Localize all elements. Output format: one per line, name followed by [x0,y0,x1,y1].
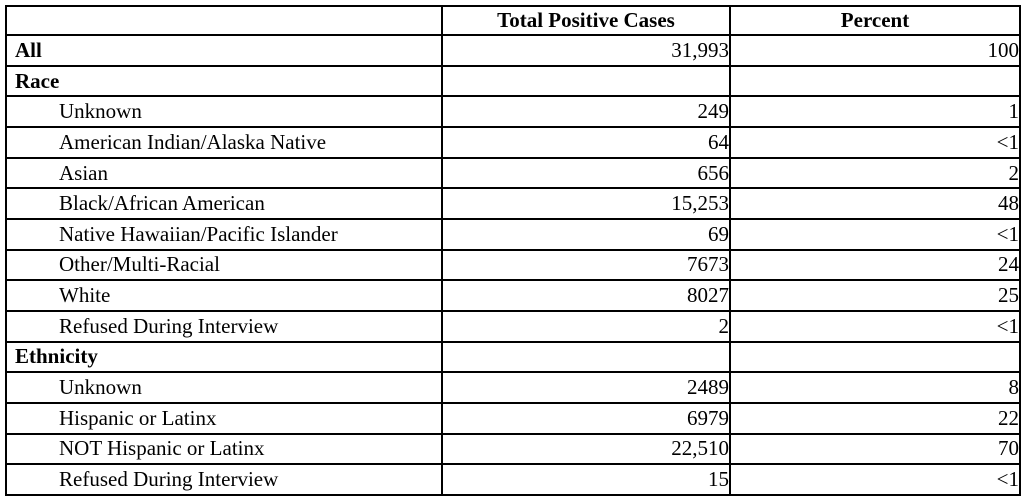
percent-cell: 2 [729,156,1021,190]
table-row: Other/Multi-Racial 7673 24 [5,248,1021,282]
percent-cell: <1 [729,218,1021,251]
header-percent: Percent [729,4,1021,37]
table-row: White 8027 25 [5,279,1021,312]
row-label-cell: Ethnicity [5,340,443,374]
percent-cell: <1 [729,126,1021,159]
row-label-cell: White [5,279,443,312]
cases-cell: 7673 [441,248,731,282]
cases-cell: 15 [441,463,731,496]
row-label-cell: Other/Multi-Racial [5,248,443,282]
table-body: All 31,993 100 Race Unknown 249 1 Americ… [5,34,1021,496]
cases-cell: 69 [441,218,731,251]
cases-cell: 22,510 [441,432,731,466]
row-label-cell: Refused During Interview [5,463,443,496]
header-category [5,4,443,37]
table-header: Total Positive Cases Percent [5,4,1021,37]
cases-cell: 6979 [441,401,731,435]
row-label-cell: Black/African American [5,187,443,221]
percent-cell: 100 [729,34,1021,67]
percent-cell: 70 [729,432,1021,466]
cases-cell: 64 [441,126,731,159]
table-row: NOT Hispanic or Latinx 22,510 70 [5,432,1021,466]
cases-cell: 2 [441,310,731,343]
row-label-cell: American Indian/Alaska Native [5,126,443,159]
row-label-cell: Hispanic or Latinx [5,401,443,435]
table-row: Native Hawaiian/Pacific Islander 69 <1 [5,218,1021,251]
cases-cell: 656 [441,156,731,190]
row-label-cell: All [5,34,443,67]
table-row: Race [5,64,1021,98]
percent-cell: 8 [729,371,1021,404]
table-row: Ethnicity [5,340,1021,374]
percent-cell: <1 [729,463,1021,496]
table-row: Unknown 249 1 [5,95,1021,129]
cases-cell: 31,993 [441,34,731,67]
percent-cell: 22 [729,401,1021,435]
percent-cell: 24 [729,248,1021,282]
row-label-cell: Native Hawaiian/Pacific Islander [5,218,443,251]
percent-cell: 25 [729,279,1021,312]
table-row: All 31,993 100 [5,34,1021,67]
cases-cell: 2489 [441,371,731,404]
row-label-cell: Unknown [5,371,443,404]
row-label-cell: Unknown [5,95,443,129]
percent-cell: 1 [729,95,1021,129]
table-row: American Indian/Alaska Native 64 <1 [5,126,1021,159]
table-row: Refused During Interview 2 <1 [5,310,1021,343]
row-label-cell: Asian [5,156,443,190]
row-label-cell: Race [5,64,443,98]
table-row: Asian 656 2 [5,156,1021,190]
row-label-cell: NOT Hispanic or Latinx [5,432,443,466]
row-label-cell: Refused During Interview [5,310,443,343]
cases-cell: 15,253 [441,187,731,221]
cases-cell: 8027 [441,279,731,312]
cases-cell [441,340,731,374]
table-row: Hispanic or Latinx 6979 22 [5,401,1021,435]
percent-cell: <1 [729,310,1021,343]
header-row: Total Positive Cases Percent [5,4,1021,37]
percent-cell [729,64,1021,98]
cases-cell [441,64,731,98]
cases-cell: 249 [441,95,731,129]
header-total-positive-cases: Total Positive Cases [441,4,731,37]
table-row: Black/African American 15,253 48 [5,187,1021,221]
table-row: Unknown 2489 8 [5,371,1021,404]
percent-cell [729,340,1021,374]
table-row: Refused During Interview 15 <1 [5,463,1021,496]
percent-cell: 48 [729,187,1021,221]
positive-cases-table: Total Positive Cases Percent All 31,993 … [5,4,1021,496]
